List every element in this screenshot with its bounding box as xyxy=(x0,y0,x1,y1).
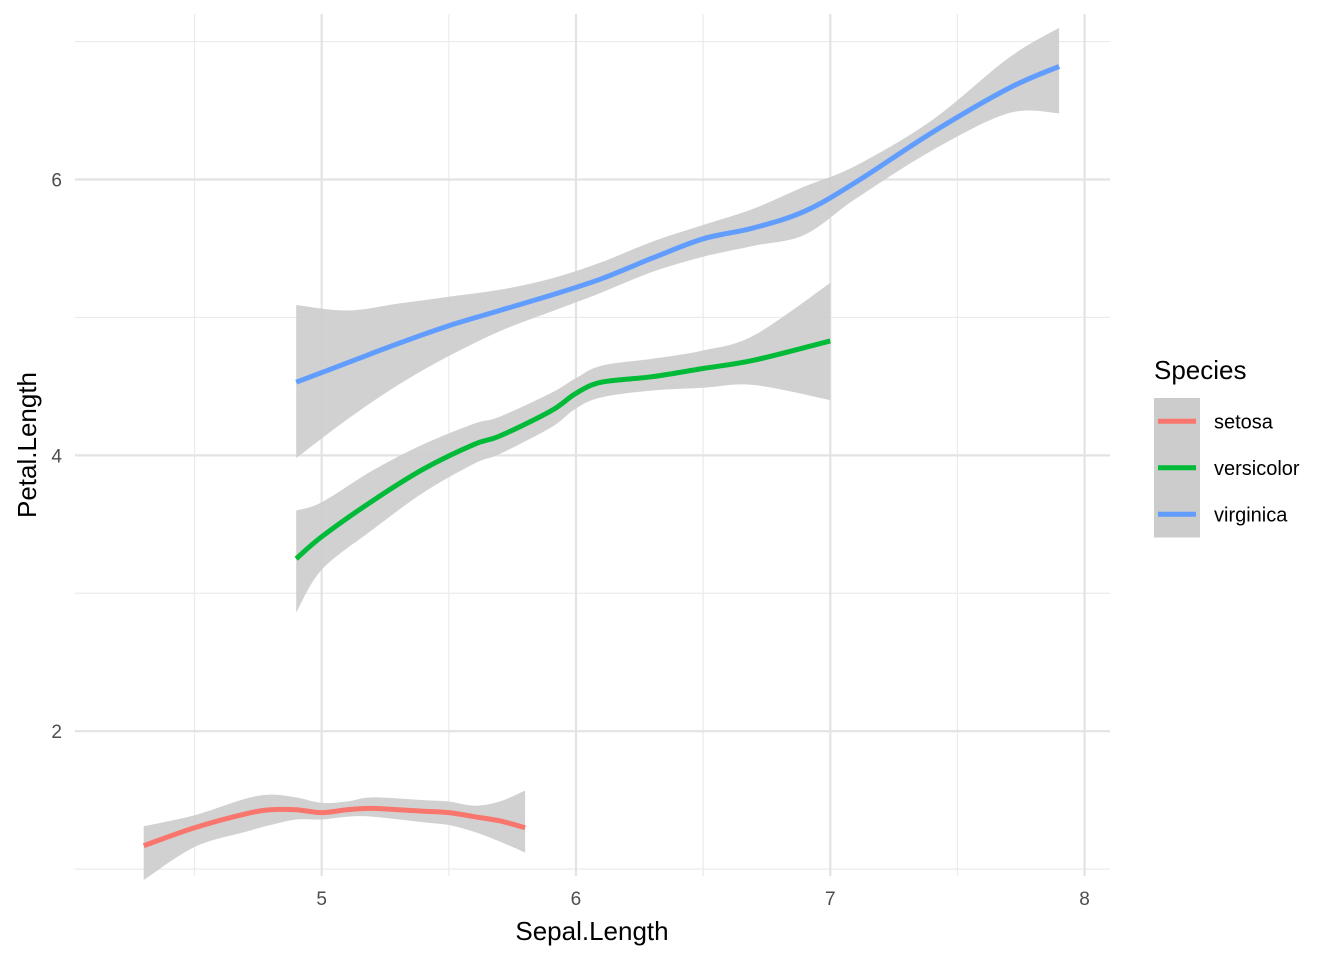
major-gridlines xyxy=(75,14,1110,876)
legend-title: Species xyxy=(1154,355,1247,385)
x-tick-label: 6 xyxy=(571,889,582,910)
y-tick-label: 6 xyxy=(51,171,62,192)
legend-label-versicolor: versicolor xyxy=(1214,458,1300,480)
confidence-ribbons xyxy=(143,27,1060,881)
y-axis-title: Petal.Length xyxy=(12,372,42,518)
minor-gridlines xyxy=(75,14,1110,876)
x-tick-label: 7 xyxy=(825,889,836,910)
y-axis-ticks: 2 4 6 xyxy=(51,171,62,744)
legend-label-setosa: setosa xyxy=(1214,411,1274,433)
x-axis-title: Sepal.Length xyxy=(515,916,668,946)
ribbon-setosa xyxy=(143,790,526,881)
x-tick-label: 8 xyxy=(1079,889,1090,910)
x-tick-label: 5 xyxy=(316,889,327,910)
smooth-lines xyxy=(142,64,1061,849)
y-tick-label: 2 xyxy=(51,722,62,743)
line-virginica xyxy=(295,64,1061,385)
line-versicolor xyxy=(294,338,831,561)
y-tick-label: 4 xyxy=(51,446,62,467)
ribbon-versicolor xyxy=(296,282,831,613)
legend: Species setosa versicolor virginica xyxy=(1154,355,1300,538)
legend-keys: setosa versicolor virginica xyxy=(1154,398,1300,538)
legend-label-virginica: virginica xyxy=(1214,504,1288,526)
x-axis-ticks: 5 6 7 8 xyxy=(316,889,1089,910)
ribbon-virginica xyxy=(296,27,1060,459)
line-setosa xyxy=(142,805,526,849)
